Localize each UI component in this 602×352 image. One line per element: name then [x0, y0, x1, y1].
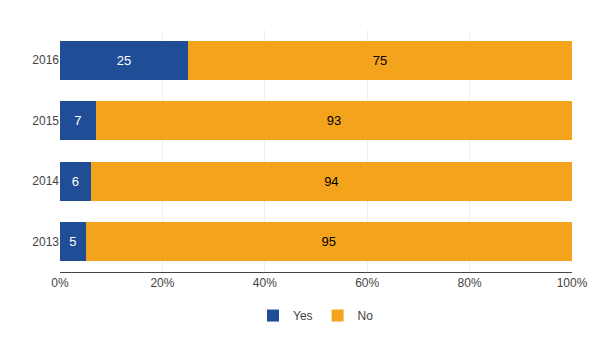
svg-text:40%: 40% — [253, 276, 277, 290]
svg-text:5: 5 — [69, 234, 76, 249]
svg-text:95: 95 — [322, 234, 336, 249]
svg-text:100%: 100% — [557, 276, 588, 290]
svg-text:20%: 20% — [150, 276, 174, 290]
svg-text:2014: 2014 — [32, 174, 59, 188]
svg-text:0%: 0% — [51, 276, 69, 290]
svg-text:2015: 2015 — [32, 114, 59, 128]
svg-text:7: 7 — [74, 113, 81, 128]
svg-text:Yes: Yes — [293, 309, 313, 323]
svg-text:No: No — [358, 309, 374, 323]
svg-text:2013: 2013 — [32, 235, 59, 249]
svg-text:80%: 80% — [458, 276, 482, 290]
svg-text:94: 94 — [324, 174, 338, 189]
svg-text:25: 25 — [117, 53, 131, 68]
svg-text:75: 75 — [373, 53, 387, 68]
svg-text:60%: 60% — [355, 276, 379, 290]
svg-text:2016: 2016 — [32, 53, 59, 67]
svg-text:6: 6 — [72, 174, 79, 189]
svg-text:93: 93 — [327, 113, 341, 128]
